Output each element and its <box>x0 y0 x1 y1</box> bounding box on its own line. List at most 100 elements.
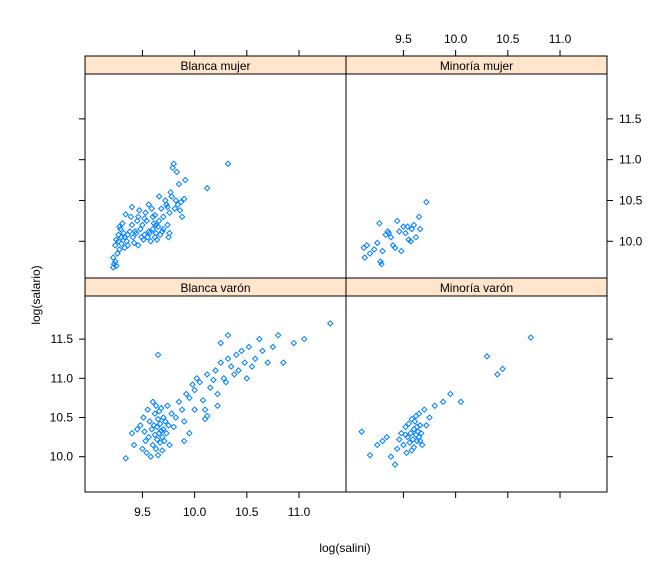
strip-label: Blanca varón <box>180 281 250 295</box>
data-point <box>191 386 198 394</box>
data-point <box>408 447 416 454</box>
data-point <box>408 225 416 233</box>
data-point <box>379 247 386 255</box>
data-point <box>153 236 161 243</box>
data-point <box>217 339 225 347</box>
data-point <box>170 423 178 431</box>
data-point <box>158 433 166 441</box>
data-point <box>423 422 430 429</box>
y-tick-label: 11.5 <box>619 112 642 126</box>
data-point <box>137 422 144 429</box>
data-point <box>385 229 393 237</box>
data-point <box>416 225 424 233</box>
data-point <box>122 211 130 218</box>
data-point <box>141 428 148 435</box>
data-point <box>124 242 132 249</box>
data-point <box>412 412 420 420</box>
data-point <box>374 441 381 449</box>
data-point <box>269 343 277 351</box>
x-tick-label: 10.5 <box>496 32 520 46</box>
strip-label: Blanca mujer <box>180 59 250 73</box>
data-point <box>447 390 454 398</box>
data-point <box>155 217 163 225</box>
data-point <box>172 197 180 204</box>
data-point <box>366 451 374 459</box>
y-tick-label: 11.5 <box>51 332 74 346</box>
x-tick-label: 11.0 <box>549 32 572 46</box>
data-point <box>206 384 214 392</box>
data-point <box>191 406 198 413</box>
data-point <box>176 206 184 214</box>
data-point <box>111 242 119 249</box>
x-tick-label: 11.0 <box>288 505 311 519</box>
data-point <box>133 217 141 225</box>
data-point <box>214 402 221 410</box>
x-tick-label: 10.0 <box>444 32 468 46</box>
data-point <box>402 431 409 439</box>
data-point <box>220 375 228 382</box>
data-point <box>391 244 399 252</box>
data-point <box>137 225 144 233</box>
x-axis-title: log(salini) <box>319 541 370 555</box>
data-point <box>157 404 165 412</box>
data-point <box>264 359 272 366</box>
data-point <box>395 436 403 443</box>
data-point <box>256 335 263 343</box>
data-point <box>140 414 147 421</box>
data-point <box>201 406 209 413</box>
data-point <box>180 418 188 425</box>
data-point <box>154 415 162 423</box>
data-point <box>165 422 172 429</box>
data-point <box>217 359 225 366</box>
data-point <box>172 414 180 421</box>
data-point <box>379 437 386 445</box>
data-point <box>175 398 183 406</box>
panel-frames: Blanca mujer Minoría mujer Blanca varón Min… <box>84 55 608 493</box>
data-point <box>411 418 419 425</box>
data-point <box>412 233 420 241</box>
data-point <box>426 414 433 421</box>
data-point <box>203 371 211 378</box>
data-point <box>199 396 207 404</box>
data-point <box>166 209 173 217</box>
x-tick-label: 10.0 <box>183 505 207 519</box>
data-point <box>393 445 401 453</box>
data-point <box>157 205 165 212</box>
data-point <box>161 437 168 445</box>
data-point <box>134 242 142 249</box>
x-tick-label: 10.5 <box>235 505 259 519</box>
data-point <box>145 433 152 441</box>
data-point <box>122 454 130 462</box>
data-point <box>193 375 201 382</box>
data-point <box>400 223 407 230</box>
data-point <box>152 229 160 237</box>
data-point <box>431 402 439 410</box>
data-point <box>130 441 138 449</box>
data-point <box>150 422 158 429</box>
data-point <box>156 420 164 428</box>
data-point <box>175 180 183 188</box>
strip-label: Minoría varón <box>440 281 513 295</box>
data-point <box>128 203 136 211</box>
y-tick-label: 10.0 <box>50 450 74 464</box>
data-point <box>151 410 159 417</box>
data-point <box>405 420 412 428</box>
data-point <box>165 233 172 241</box>
data-point <box>245 343 253 351</box>
data-point <box>164 203 171 211</box>
data-point <box>224 331 232 339</box>
data-point <box>410 221 418 229</box>
data-point <box>113 262 120 270</box>
data-point <box>361 254 369 261</box>
data-point <box>159 425 167 433</box>
x-tick-label: 9.5 <box>395 32 412 46</box>
data-point <box>151 211 159 219</box>
data-point <box>393 217 401 225</box>
data-point <box>186 394 193 402</box>
data-point <box>227 363 235 370</box>
data-point <box>403 449 410 457</box>
data-point <box>149 441 157 449</box>
data-point <box>402 423 409 431</box>
data-point <box>398 429 405 437</box>
